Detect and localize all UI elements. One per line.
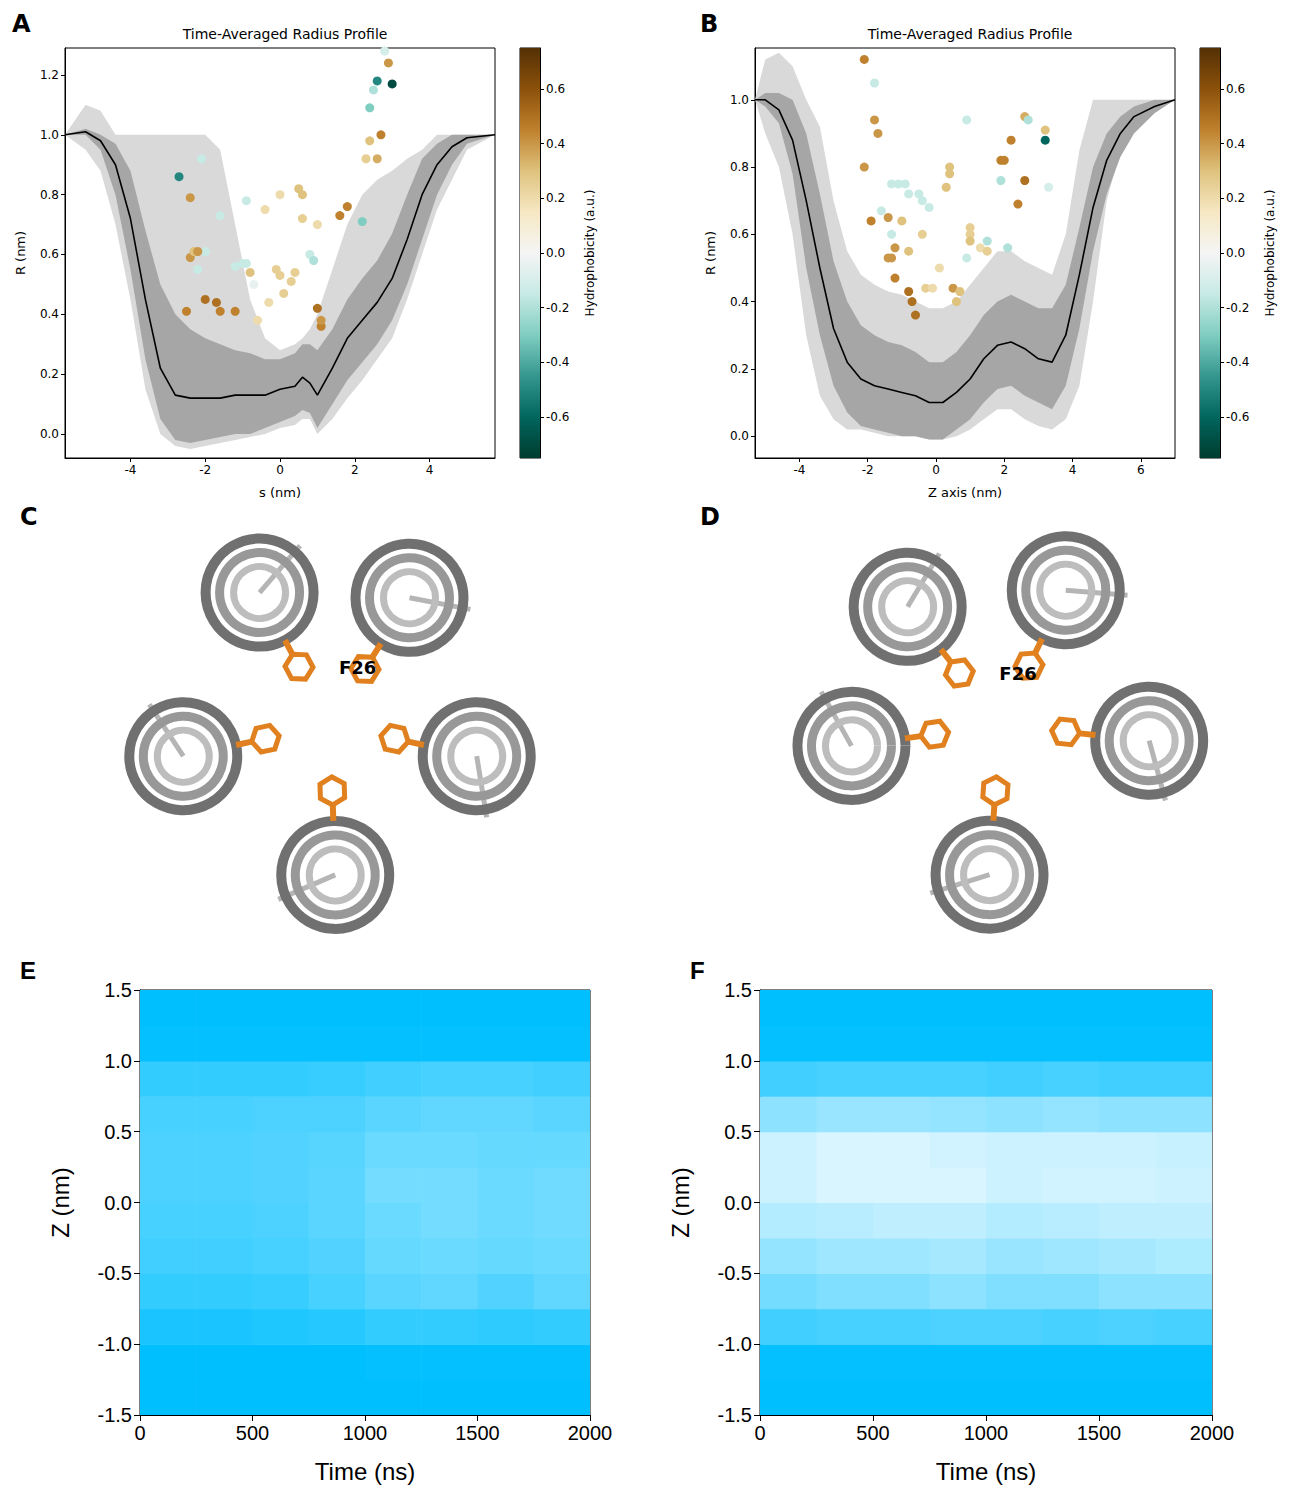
svg-text:0: 0: [754, 1422, 765, 1444]
svg-text:4: 4: [1069, 463, 1077, 477]
svg-text:0.6: 0.6: [1226, 82, 1245, 96]
svg-text:-1.5: -1.5: [98, 1404, 132, 1426]
svg-text:0.2: 0.2: [40, 367, 59, 381]
svg-text:0.2: 0.2: [1226, 191, 1245, 205]
svg-text:0.0: 0.0: [1226, 246, 1245, 260]
svg-text:F26: F26: [339, 657, 376, 678]
svg-text:-0.5: -0.5: [98, 1262, 132, 1284]
svg-text:1.5: 1.5: [104, 979, 132, 1001]
svg-text:0.4: 0.4: [730, 295, 749, 309]
svg-text:s (nm): s (nm): [259, 485, 301, 500]
svg-text:0.8: 0.8: [730, 160, 749, 174]
svg-text:R (nm): R (nm): [703, 231, 718, 275]
svg-text:Z (nm): Z (nm): [667, 1167, 694, 1238]
svg-text:0.6: 0.6: [40, 247, 59, 261]
svg-text:0: 0: [932, 463, 940, 477]
svg-text:-0.6: -0.6: [1226, 410, 1249, 424]
svg-text:D: D: [700, 503, 720, 531]
svg-text:0.6: 0.6: [546, 82, 565, 96]
svg-text:0.8: 0.8: [40, 188, 59, 202]
svg-text:-2: -2: [199, 463, 211, 477]
svg-text:Z (nm): Z (nm): [47, 1167, 74, 1238]
svg-text:1500: 1500: [1077, 1422, 1122, 1444]
svg-text:Time-Averaged Radius Profile: Time-Averaged Radius Profile: [867, 26, 1073, 42]
svg-text:1.5: 1.5: [724, 979, 752, 1001]
svg-text:-4: -4: [793, 463, 805, 477]
svg-text:0.5: 0.5: [104, 1121, 132, 1143]
svg-text:-1.0: -1.0: [718, 1333, 752, 1355]
svg-text:-0.6: -0.6: [546, 410, 569, 424]
svg-text:0.4: 0.4: [40, 307, 59, 321]
svg-text:E: E: [20, 957, 36, 984]
svg-text:2000: 2000: [1190, 1422, 1235, 1444]
svg-text:Time (ns): Time (ns): [315, 1458, 415, 1485]
svg-text:0.4: 0.4: [546, 137, 565, 151]
svg-text:1500: 1500: [455, 1422, 500, 1444]
svg-text:B: B: [700, 10, 718, 38]
svg-text:R (nm): R (nm): [13, 231, 28, 275]
svg-text:-0.4: -0.4: [546, 355, 569, 369]
svg-text:0.0: 0.0: [546, 246, 565, 260]
svg-text:1.0: 1.0: [40, 128, 59, 142]
svg-text:0.0: 0.0: [730, 429, 749, 443]
svg-text:-0.5: -0.5: [718, 1262, 752, 1284]
svg-text:Hydrophobicity (a.u.): Hydrophobicity (a.u.): [1263, 190, 1277, 317]
svg-text:-2: -2: [862, 463, 874, 477]
svg-text:500: 500: [856, 1422, 889, 1444]
svg-text:500: 500: [236, 1422, 269, 1444]
svg-text:0: 0: [134, 1422, 145, 1444]
svg-text:-0.4: -0.4: [1226, 355, 1249, 369]
svg-text:0: 0: [276, 463, 284, 477]
svg-text:0.0: 0.0: [40, 427, 59, 441]
svg-text:Hydrophobicity (a.u.): Hydrophobicity (a.u.): [583, 190, 597, 317]
svg-text:Z axis (nm): Z axis (nm): [928, 485, 1002, 500]
svg-text:-0.2: -0.2: [546, 301, 569, 315]
svg-text:4: 4: [426, 463, 434, 477]
svg-text:F: F: [690, 957, 705, 984]
svg-text:2: 2: [351, 463, 359, 477]
svg-text:1.0: 1.0: [730, 93, 749, 107]
svg-text:1.0: 1.0: [724, 1050, 752, 1072]
svg-text:0.2: 0.2: [546, 191, 565, 205]
svg-text:A: A: [12, 10, 31, 38]
svg-text:0.4: 0.4: [1226, 137, 1245, 151]
svg-text:1.2: 1.2: [40, 68, 59, 82]
svg-text:-1.0: -1.0: [98, 1333, 132, 1355]
svg-text:Time-Averaged Radius Profile: Time-Averaged Radius Profile: [182, 26, 388, 42]
svg-text:-0.2: -0.2: [1226, 301, 1249, 315]
svg-text:0.6: 0.6: [730, 227, 749, 241]
svg-text:C: C: [20, 503, 38, 531]
svg-text:0.2: 0.2: [730, 362, 749, 376]
svg-text:Time (ns): Time (ns): [936, 1458, 1036, 1485]
svg-text:F26: F26: [999, 663, 1036, 684]
svg-text:2: 2: [1000, 463, 1008, 477]
svg-text:1000: 1000: [343, 1422, 388, 1444]
svg-text:0.0: 0.0: [104, 1192, 132, 1214]
svg-text:-4: -4: [124, 463, 136, 477]
svg-text:1000: 1000: [964, 1422, 1009, 1444]
svg-text:-1.5: -1.5: [718, 1404, 752, 1426]
svg-text:0.0: 0.0: [724, 1192, 752, 1214]
svg-text:1.0: 1.0: [104, 1050, 132, 1072]
svg-text:0.5: 0.5: [724, 1121, 752, 1143]
svg-text:6: 6: [1137, 463, 1145, 477]
svg-text:2000: 2000: [568, 1422, 613, 1444]
